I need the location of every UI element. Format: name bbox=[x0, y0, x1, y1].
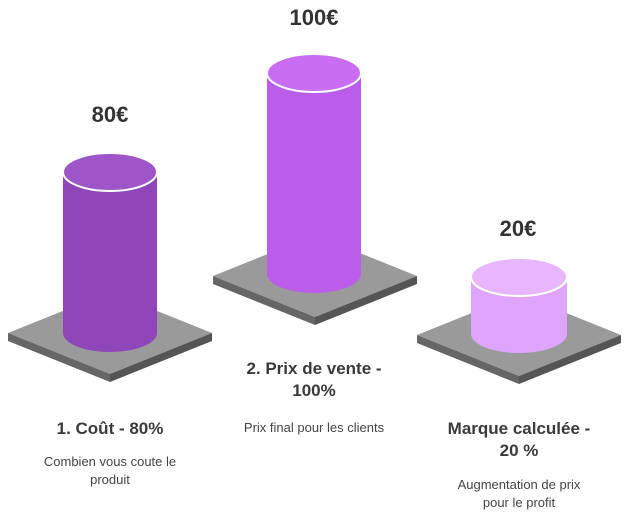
value-label-1: 80€ bbox=[91, 102, 129, 127]
item-1-description: Combien vous coute le produit bbox=[10, 453, 210, 489]
item-2-title-line-2: 100% bbox=[292, 381, 336, 400]
item-2-title-line-1: 2. Prix de vente - bbox=[246, 359, 382, 378]
item-3-title: Marque calculée - 20 % bbox=[417, 418, 621, 462]
item-2-description: Prix final pour les clients bbox=[243, 420, 385, 435]
cylinder-2 bbox=[266, 53, 362, 293]
item-3-title-line-2: 20 % bbox=[499, 441, 539, 460]
item-3-description-line-2: pour le profit bbox=[482, 495, 556, 510]
item-1-description-line-1: Combien vous coute le bbox=[43, 454, 177, 469]
item-3-title-line-1: Marque calculée - bbox=[447, 419, 591, 438]
item-1-description-line-2: produit bbox=[90, 472, 130, 487]
value-label-2: 100€ bbox=[289, 5, 339, 30]
item-2-title: 2. Prix de vente - 100% bbox=[212, 358, 416, 402]
value-label-3: 20€ bbox=[499, 216, 537, 241]
cylinder-3 bbox=[470, 257, 568, 353]
item-3-description-line-1: Augmentation de prix bbox=[457, 477, 581, 492]
cylinder-1 bbox=[62, 152, 158, 352]
item-3-description: Augmentation de prix pour le profit bbox=[417, 476, 621, 512]
item-1-title: 1. Coût - 80% bbox=[56, 419, 164, 438]
